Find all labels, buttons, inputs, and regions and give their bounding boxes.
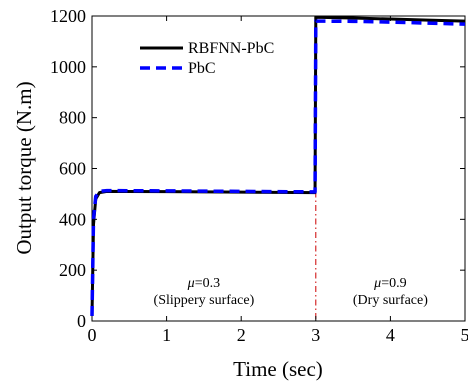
- legend-label: RBFNN-PbC: [188, 40, 274, 57]
- y-axis-ticks: 0 200 400 600 800 1000 1200: [50, 6, 465, 331]
- x-tick-label: 5: [461, 325, 468, 345]
- friction-coefficient-label: μ=0.9: [373, 276, 406, 291]
- x-tick-label: 4: [386, 325, 395, 345]
- x-tick-label: 0: [88, 325, 97, 345]
- legend-label: PbC: [188, 60, 216, 77]
- x-tick-label: 1: [162, 325, 171, 345]
- y-tick-label: 1200: [50, 6, 86, 26]
- x-tick-label: 3: [311, 325, 320, 345]
- y-tick-label: 0: [77, 311, 86, 331]
- y-axis-label: Output torque (N.m): [12, 81, 36, 254]
- annotations: μ=0.3 (Slippery surface) μ=0.9 (Dry surface…: [154, 276, 429, 308]
- friction-coefficient-label: μ=0.3: [187, 276, 220, 291]
- x-tick-label: 2: [237, 325, 246, 345]
- series-layer: [90, 15, 466, 316]
- y-tick-label: 1000: [50, 57, 86, 77]
- series-line-rbfnn-pbc: [90, 15, 466, 316]
- y-tick-label: 400: [59, 209, 86, 229]
- surface-label: (Slippery surface): [154, 293, 255, 308]
- series-line-pbc: [90, 19, 466, 316]
- legend: RBFNN-PbC PbC: [140, 40, 274, 77]
- plot-frame: [91, 15, 466, 322]
- x-axis-ticks: 0 1 2 3 4 5: [88, 16, 468, 345]
- y-tick-label: 600: [59, 159, 86, 179]
- surface-label: (Dry surface): [353, 293, 428, 308]
- y-tick-label: 200: [59, 260, 86, 280]
- x-axis-label: Time (sec): [233, 357, 323, 381]
- y-tick-label: 800: [59, 108, 86, 128]
